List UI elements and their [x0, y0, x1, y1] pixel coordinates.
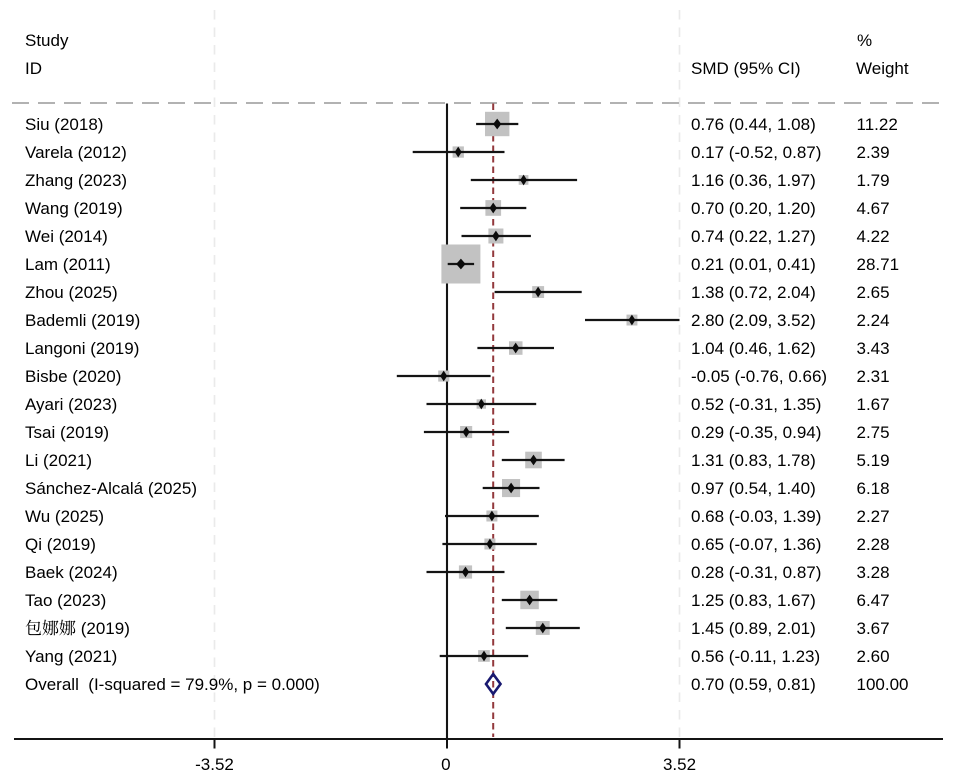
svg-text:Study: Study [25, 31, 69, 50]
svg-text:Tao (2023): Tao (2023) [25, 591, 106, 610]
svg-text:1.38 (0.72, 2.04): 1.38 (0.72, 2.04) [691, 283, 816, 302]
svg-text:0.74 (0.22, 1.27): 0.74 (0.22, 1.27) [691, 227, 816, 246]
svg-text:1.16 (0.36, 1.97): 1.16 (0.36, 1.97) [691, 171, 816, 190]
svg-text:3.43: 3.43 [857, 339, 890, 358]
svg-text:Wang (2019): Wang (2019) [25, 199, 123, 218]
svg-text:ID: ID [25, 59, 42, 78]
svg-text:Weight: Weight [856, 59, 909, 78]
svg-text:Bisbe (2020): Bisbe (2020) [25, 367, 121, 386]
svg-text:3.28: 3.28 [857, 563, 890, 582]
svg-text:0.17 (-0.52, 0.87): 0.17 (-0.52, 0.87) [691, 143, 821, 162]
svg-text:2.65: 2.65 [857, 283, 890, 302]
svg-text:0.70 (0.59, 0.81): 0.70 (0.59, 0.81) [691, 675, 816, 694]
svg-text:Overall (I-squared = 79.9%, p: Overall (I-squared = 79.9%, p = 0.000) [25, 675, 320, 694]
svg-text:2.80 (2.09, 3.52): 2.80 (2.09, 3.52) [691, 311, 816, 330]
svg-text:0.68 (-0.03, 1.39): 0.68 (-0.03, 1.39) [691, 507, 821, 526]
svg-text:4.67: 4.67 [857, 199, 890, 218]
svg-text:2.31: 2.31 [857, 367, 890, 386]
svg-text:4.22: 4.22 [857, 227, 890, 246]
svg-text:1.04 (0.46, 1.62): 1.04 (0.46, 1.62) [691, 339, 816, 358]
svg-text:0.28 (-0.31, 0.87): 0.28 (-0.31, 0.87) [691, 563, 821, 582]
svg-text:Zhang (2023): Zhang (2023) [25, 171, 127, 190]
svg-text:%: % [857, 31, 872, 50]
svg-text:Bademli (2019): Bademli (2019) [25, 311, 140, 330]
svg-text:2.60: 2.60 [857, 647, 890, 666]
svg-text:5.19: 5.19 [857, 451, 890, 470]
svg-text:0.21 (0.01, 0.41): 0.21 (0.01, 0.41) [691, 255, 816, 274]
svg-text:0.76 (0.44, 1.08): 0.76 (0.44, 1.08) [691, 115, 816, 134]
svg-text:Qi (2019): Qi (2019) [25, 535, 96, 554]
svg-text:-3.52: -3.52 [195, 755, 234, 774]
svg-text:6.18: 6.18 [857, 479, 890, 498]
svg-text:100.00: 100.00 [857, 675, 909, 694]
svg-text:1.79: 1.79 [857, 171, 890, 190]
svg-text:Ayari (2023): Ayari (2023) [25, 395, 117, 414]
svg-text:Li (2021): Li (2021) [25, 451, 92, 470]
svg-text:-0.05 (-0.76, 0.66): -0.05 (-0.76, 0.66) [691, 367, 827, 386]
svg-text:SMD (95% CI): SMD (95% CI) [691, 59, 801, 78]
svg-text:0.65 (-0.07, 1.36): 0.65 (-0.07, 1.36) [691, 535, 821, 554]
svg-text:28.71: 28.71 [857, 255, 900, 274]
svg-text:2.75: 2.75 [857, 423, 890, 442]
svg-text:2.24: 2.24 [857, 311, 890, 330]
svg-text:1.45 (0.89, 2.01): 1.45 (0.89, 2.01) [691, 619, 816, 638]
svg-text:11.22: 11.22 [857, 115, 898, 134]
svg-text:0.52 (-0.31, 1.35): 0.52 (-0.31, 1.35) [691, 395, 821, 414]
svg-text:0: 0 [441, 755, 450, 774]
svg-text:1.25 (0.83, 1.67): 1.25 (0.83, 1.67) [691, 591, 816, 610]
svg-text:0.29 (-0.35, 0.94): 0.29 (-0.35, 0.94) [691, 423, 821, 442]
svg-text:Wu (2025): Wu (2025) [25, 507, 104, 526]
svg-text:2.39: 2.39 [857, 143, 890, 162]
svg-text:0.70 (0.20, 1.20): 0.70 (0.20, 1.20) [691, 199, 816, 218]
svg-text:0.56 (-0.11, 1.23): 0.56 (-0.11, 1.23) [691, 647, 820, 666]
svg-text:3.52: 3.52 [663, 755, 696, 774]
svg-text:0.97 (0.54, 1.40): 0.97 (0.54, 1.40) [691, 479, 816, 498]
svg-text:2.28: 2.28 [857, 535, 890, 554]
svg-text:1.67: 1.67 [857, 395, 890, 414]
svg-text:Lam (2011): Lam (2011) [25, 255, 111, 274]
svg-text:Tsai (2019): Tsai (2019) [25, 423, 109, 442]
svg-text:2.27: 2.27 [857, 507, 890, 526]
svg-text:Siu (2018): Siu (2018) [25, 115, 103, 134]
svg-text:Yang (2021): Yang (2021) [25, 647, 117, 666]
svg-text:Wei (2014): Wei (2014) [25, 227, 108, 246]
svg-text:Zhou (2025): Zhou (2025) [25, 283, 118, 302]
svg-text:1.31 (0.83, 1.78): 1.31 (0.83, 1.78) [691, 451, 816, 470]
svg-text:Langoni (2019): Langoni (2019) [25, 339, 139, 358]
svg-text:3.67: 3.67 [857, 619, 890, 638]
svg-text:Sánchez-Alcalá (2025): Sánchez-Alcalá (2025) [25, 479, 197, 498]
svg-text:Baek (2024): Baek (2024) [25, 563, 118, 582]
svg-text:(2019): (2019) [76, 619, 130, 638]
svg-text:Varela (2012): Varela (2012) [25, 143, 127, 162]
svg-text:6.47: 6.47 [857, 591, 890, 610]
